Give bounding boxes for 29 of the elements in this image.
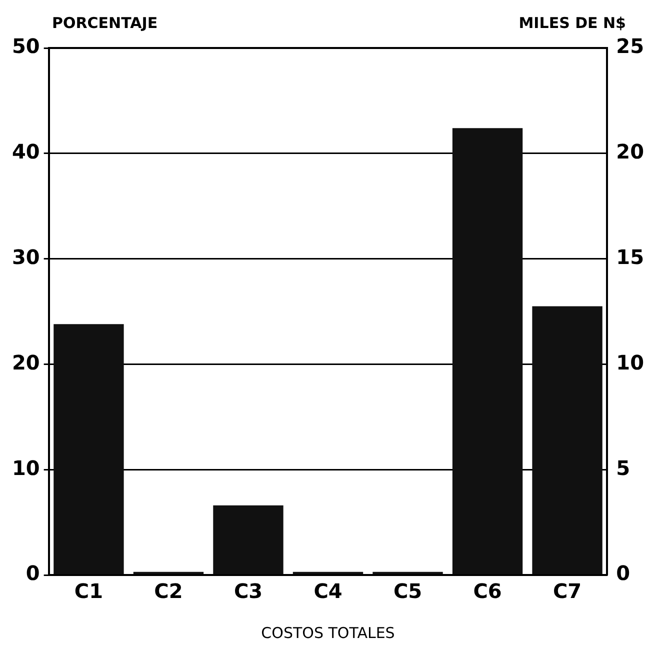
y-tick-label: 20 [12,350,40,374]
bar [532,306,602,574]
y-tick-label: 30 [12,245,40,270]
bar [372,572,443,574]
y2-tick-label: 0 [616,561,630,586]
bar [213,505,284,574]
y-tick-label: 50 [12,34,40,58]
bar [452,128,523,574]
y2-tick-label: 15 [616,245,644,270]
y2-tick-label: 25 [616,34,644,58]
x-tick-label: C7 [552,579,582,604]
x-tick-label: C4 [314,579,342,604]
y2-tick-label: 5 [616,456,630,480]
x-tick-label: C3 [234,579,263,604]
y-tick-label: 40 [12,140,40,164]
x-tick-label: C5 [393,579,422,604]
y2-axis-title: MILES DE N$ [518,14,626,32]
y-tick-label: 10 [12,456,40,480]
bar [54,324,124,574]
x-tick-label: C2 [154,579,183,604]
y2-tick-label: 10 [616,350,644,374]
y2-tick-label: 20 [616,140,644,164]
bar [133,572,204,574]
y-axis-title: PORCENTAJE [52,14,158,32]
x-axis-title: COSTOS TOTALES [261,624,395,642]
x-tick-label: C6 [473,579,502,604]
bar [292,572,364,574]
x-tick-label: C1 [74,579,104,604]
y-tick-label: 0 [26,561,40,586]
